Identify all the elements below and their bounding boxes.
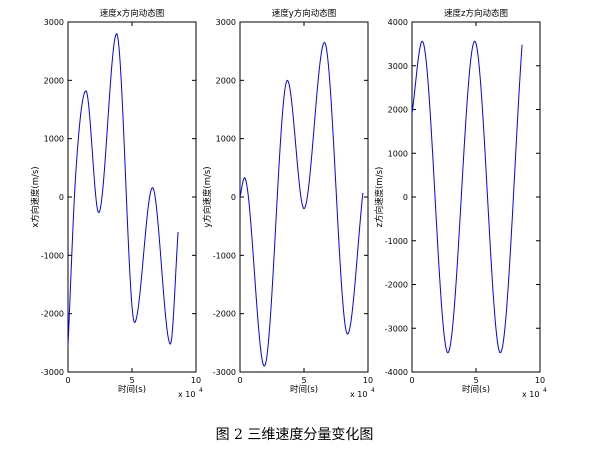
y-tick-label: -1000 <box>213 251 236 260</box>
y-tick-label: 3000 <box>388 62 408 71</box>
x-exponent-power: 4 <box>371 387 375 394</box>
x-axis-label: 时间(s) <box>118 384 146 395</box>
plot-area-frame <box>239 21 369 373</box>
chart-title: 速度x方向动态图 <box>100 8 165 19</box>
x-axis-label: 时间(s) <box>290 384 318 395</box>
chart-title: 速度z方向动态图 <box>444 8 508 19</box>
plot-area-frame <box>67 21 197 373</box>
y-tick-label: 1000 <box>44 135 64 144</box>
y-tick-label: 0 <box>59 193 64 202</box>
chart-panel-3: 0 5 10 -4000 -3000 -2000 -1000 0 1000 2000 3000 400… <box>374 8 547 399</box>
x-tick-label: 10 <box>535 376 545 385</box>
y-tick-label: 1000 <box>388 149 408 158</box>
y-tick-label: 1000 <box>216 135 236 144</box>
series-line-1 <box>239 41 364 367</box>
x-tick-label: 5 <box>301 376 306 385</box>
y-tick-label: -1000 <box>385 237 408 246</box>
y-tick-label: -2000 <box>385 281 408 290</box>
x-tick-label: 0 <box>65 376 70 385</box>
velocity-figure: 0 5 10-3000-2000-10000100020003000速度x方向动态图… <box>30 8 547 399</box>
series-line-1 <box>67 33 179 346</box>
x-exponent-power: 4 <box>199 387 203 394</box>
x-tick-label: 5 <box>129 376 134 385</box>
chart-panel-2: 0 5 10 -3000 -2000 -1000 0 1000 2000 3000 速度y方向动态图… <box>202 8 375 399</box>
y-tick-label: -4000 <box>385 368 408 377</box>
x-exponent-label: x 10 <box>178 390 195 399</box>
y-axis-label: z方向速度(m/s) <box>374 167 385 228</box>
y-tick-label: 2000 <box>216 76 236 85</box>
x-tick-label: 10 <box>191 376 201 385</box>
y-tick-label: -1000 <box>41 251 64 260</box>
y-axis-label: y方向速度(m/s) <box>202 166 213 227</box>
x-tick-label: 10 <box>363 376 373 385</box>
chart-title: 速度y方向动态图 <box>272 8 337 19</box>
y-tick-label: -3000 <box>385 324 408 333</box>
chart-panel-1: 0 5 10 -3000 -2000 -1000 0 1000 2000 3000 速度x方向动态图… <box>30 8 203 399</box>
series-line-1 <box>411 40 523 354</box>
y-tick-label: 0 <box>231 193 236 202</box>
figure-caption: 图 2 三维速度分量变化图 <box>215 427 374 443</box>
y-tick-label: -3000 <box>41 368 64 377</box>
y-tick-label: 3000 <box>44 18 64 27</box>
y-tick-label: -2000 <box>213 310 236 319</box>
x-tick-label: 0 <box>237 376 242 385</box>
y-tick-label: 2000 <box>388 106 408 115</box>
x-exponent-label: x 10 <box>350 390 367 399</box>
y-tick-label: 0 <box>403 193 408 202</box>
y-tick-label: -2000 <box>41 310 64 319</box>
y-tick-label: 2000 <box>44 76 64 85</box>
x-tick-label: 0 <box>409 376 414 385</box>
x-exponent-power: 4 <box>543 387 547 394</box>
y-tick-label: 3000 <box>216 18 236 27</box>
y-tick-label: 4000 <box>388 18 408 27</box>
y-tick-label: -3000 <box>213 368 236 377</box>
x-tick-label: 5 <box>473 376 478 385</box>
x-axis-label: 时间(s) <box>462 384 490 395</box>
y-axis-label: x方向速度(m/s) <box>30 166 41 227</box>
x-exponent-label: x 10 <box>522 390 539 399</box>
plot-area-frame <box>411 21 541 373</box>
